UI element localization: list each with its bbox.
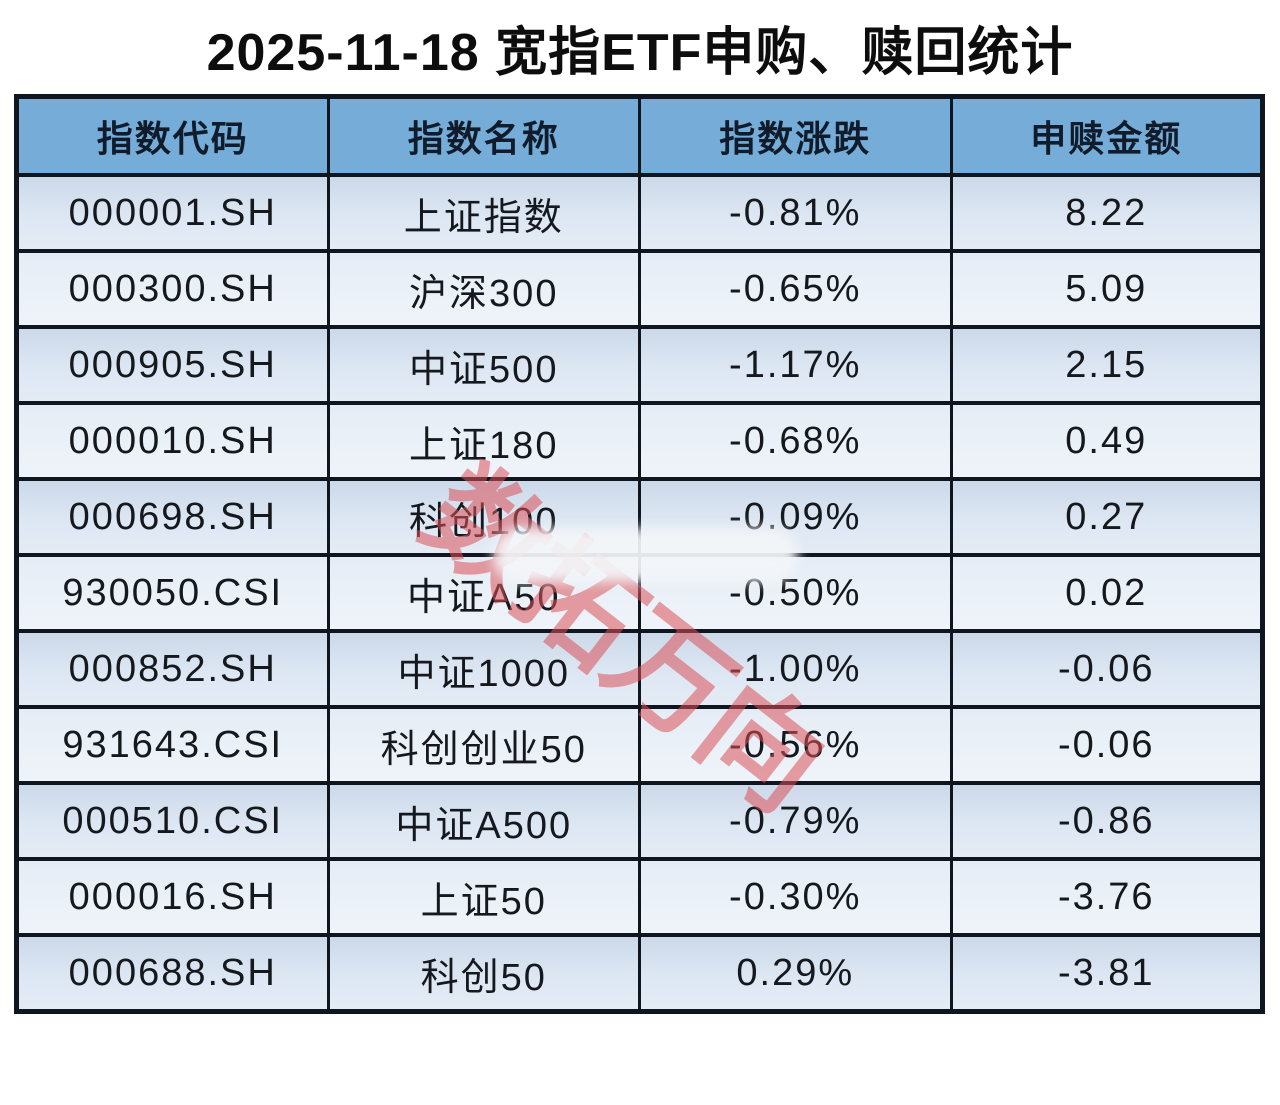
cell-amount: -0.86: [949, 781, 1264, 861]
cell-amount: 8.22: [949, 173, 1264, 253]
cell-change: -0.68%: [638, 401, 953, 481]
table-header: 指数代码 指数名称 指数涨跌 申赎金额: [15, 94, 1264, 177]
cell-name: 上证180: [326, 401, 641, 481]
cell-code: 000852.SH: [15, 629, 330, 709]
cell-code: 000688.SH: [15, 933, 330, 1014]
table-row: 000016.SH 上证50 -0.30% -3.76: [15, 857, 1264, 937]
table-row: 000510.CSI 中证A500 -0.79% -0.86: [15, 781, 1264, 861]
header-cell-change: 指数涨跌: [638, 94, 953, 177]
table-row: 000905.SH 中证500 -1.17% 2.15: [15, 325, 1264, 405]
cell-change: -0.09%: [638, 477, 953, 557]
cell-code: 931643.CSI: [15, 705, 330, 785]
cell-amount: 0.27: [949, 477, 1264, 557]
cell-name: 中证A500: [326, 781, 641, 861]
cell-name: 科创创业50: [326, 705, 641, 785]
cell-code: 000300.SH: [15, 249, 330, 329]
cell-amount: 0.49: [949, 401, 1264, 481]
etf-table: 指数代码 指数名称 指数涨跌 申赎金额 000001.SH 上证指数 -0.81% 8.22…: [14, 94, 1265, 1014]
page-title: 2025-11-18 宽指ETF申购、赎回统计: [206, 23, 1074, 82]
table-body: 000001.SH 上证指数 -0.81% 8.22 000300.SH 沪深300 -0.…: [15, 173, 1264, 1014]
cell-change: -0.30%: [638, 857, 953, 937]
cell-code: 000016.SH: [15, 857, 330, 937]
cell-amount: -3.76: [949, 857, 1264, 937]
cell-change: 0.29%: [638, 933, 953, 1014]
cell-amount: -0.06: [949, 705, 1264, 785]
cell-code: 930050.CSI: [15, 553, 330, 633]
cell-amount: 5.09: [949, 249, 1264, 329]
header-cell-name: 指数名称: [326, 94, 641, 177]
cell-amount: 2.15: [949, 325, 1264, 405]
cell-name: 中证500: [326, 325, 641, 405]
cell-change: -0.79%: [638, 781, 953, 861]
cell-code: 000905.SH: [15, 325, 330, 405]
cell-amount: 0.02: [949, 553, 1264, 633]
cell-name: 中证1000: [326, 629, 641, 709]
header-cell-code: 指数代码: [15, 94, 330, 177]
table-row: 000010.SH 上证180 -0.68% 0.49: [15, 401, 1264, 481]
table-row: 000688.SH 科创50 0.29% -3.81: [15, 933, 1264, 1014]
table-row: 000001.SH 上证指数 -0.81% 8.22: [15, 173, 1264, 253]
cell-name: 沪深300: [326, 249, 641, 329]
cell-name: 中证A50: [326, 553, 641, 633]
cell-change: -0.81%: [638, 173, 953, 253]
table-row: 930050.CSI 中证A50 -0.50% 0.02: [15, 553, 1264, 633]
cell-name: 上证指数: [326, 173, 641, 253]
cell-name: 科创50: [326, 933, 641, 1014]
cell-code: 000001.SH: [15, 173, 330, 253]
cell-code: 000510.CSI: [15, 781, 330, 861]
cell-code: 000698.SH: [15, 477, 330, 557]
table-row: 000852.SH 中证1000 -1.00% -0.06: [15, 629, 1264, 709]
cell-change: -0.50%: [638, 553, 953, 633]
cell-amount: -0.06: [949, 629, 1264, 709]
cell-name: 科创100: [326, 477, 641, 557]
table-row: 000698.SH 科创100 -0.09% 0.27: [15, 477, 1264, 557]
cell-name: 上证50: [326, 857, 641, 937]
cell-amount: -3.81: [949, 933, 1264, 1014]
cell-change: -0.65%: [638, 249, 953, 329]
header-row: 指数代码 指数名称 指数涨跌 申赎金额: [15, 94, 1264, 177]
table-row: 931643.CSI 科创创业50 -0.56% -0.06: [15, 705, 1264, 785]
table-row: 000300.SH 沪深300 -0.65% 5.09: [15, 249, 1264, 329]
cell-change: -1.17%: [638, 325, 953, 405]
cell-change: -0.56%: [638, 705, 953, 785]
cell-code: 000010.SH: [15, 401, 330, 481]
header-cell-amount: 申赎金额: [949, 94, 1264, 177]
cell-change: -1.00%: [638, 629, 953, 709]
